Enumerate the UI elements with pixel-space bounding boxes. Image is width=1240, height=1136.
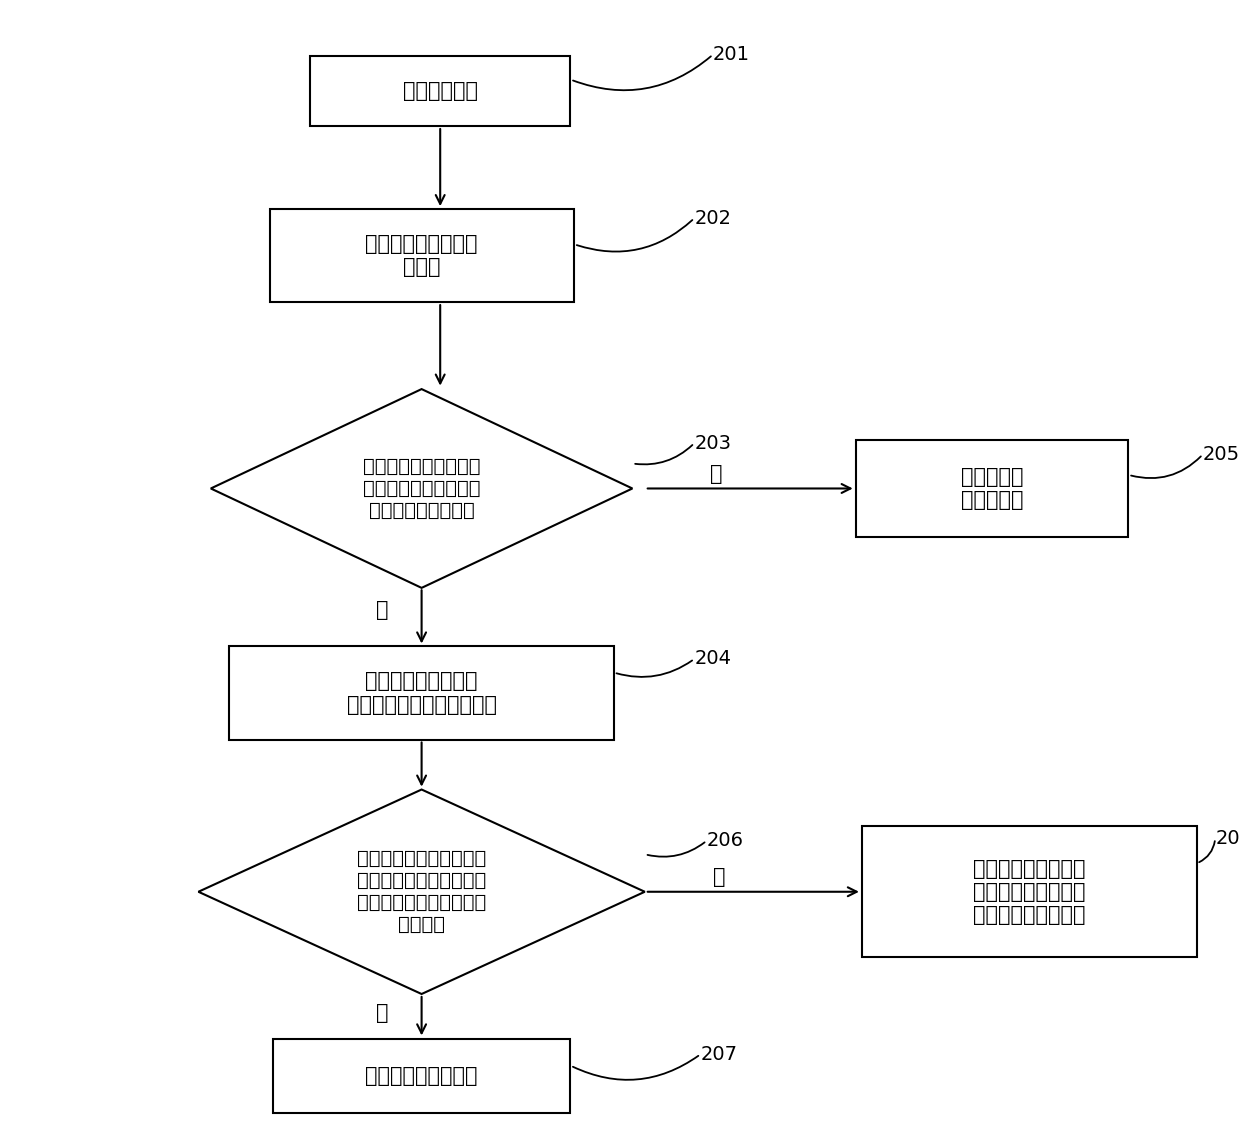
Text: 中控屏幕打开导航，
规划最近的维修中心的路线: 中控屏幕打开导航， 规划最近的维修中心的路线 — [347, 671, 496, 715]
Text: 按照用户需
求继续行驶: 按照用户需 求继续行驶 — [961, 467, 1023, 510]
Text: 整车控制器向车载导
航系统发送规划就近
充电站地址进行充电: 整车控制器向车载导 航系统发送规划就近 充电站地址进行充电 — [973, 859, 1085, 925]
Bar — [270, 209, 573, 302]
Text: 207: 207 — [701, 1045, 738, 1063]
Bar — [310, 56, 570, 126]
Text: 206: 206 — [707, 832, 744, 850]
Text: 整车控制器根据导航规划
的路径来计算当前状态下
动力电池电量是否满足此
路程里程: 整车控制器根据导航规划 的路径来计算当前状态下 动力电池电量是否满足此 路程里程 — [357, 850, 486, 934]
Polygon shape — [211, 389, 632, 588]
Bar — [273, 1038, 570, 1113]
Text: 是: 是 — [376, 1003, 388, 1024]
Text: 车辆正常运行: 车辆正常运行 — [403, 81, 477, 101]
Text: 出现轻微故障，不影
响行驶: 出现轻微故障，不影 响行驶 — [366, 234, 477, 277]
Bar — [229, 646, 614, 740]
Bar — [856, 441, 1128, 537]
Text: 中控屏幕弹出处理措施
告知用户，用户选择是
否立即前往维修中心: 中控屏幕弹出处理措施 告知用户，用户选择是 否立即前往维修中心 — [363, 457, 480, 520]
Text: 203: 203 — [694, 434, 732, 452]
Polygon shape — [198, 790, 645, 994]
Text: 202: 202 — [694, 209, 732, 227]
Text: 是: 是 — [713, 867, 725, 887]
Text: 204: 204 — [694, 650, 732, 668]
Text: 201: 201 — [713, 45, 750, 64]
Text: 导航至最近维修中心: 导航至最近维修中心 — [366, 1066, 477, 1086]
Text: 否: 否 — [711, 463, 723, 484]
Text: 208: 208 — [1215, 829, 1240, 847]
Bar — [862, 827, 1197, 957]
Text: 205: 205 — [1203, 445, 1240, 463]
Text: 是: 是 — [376, 600, 388, 620]
